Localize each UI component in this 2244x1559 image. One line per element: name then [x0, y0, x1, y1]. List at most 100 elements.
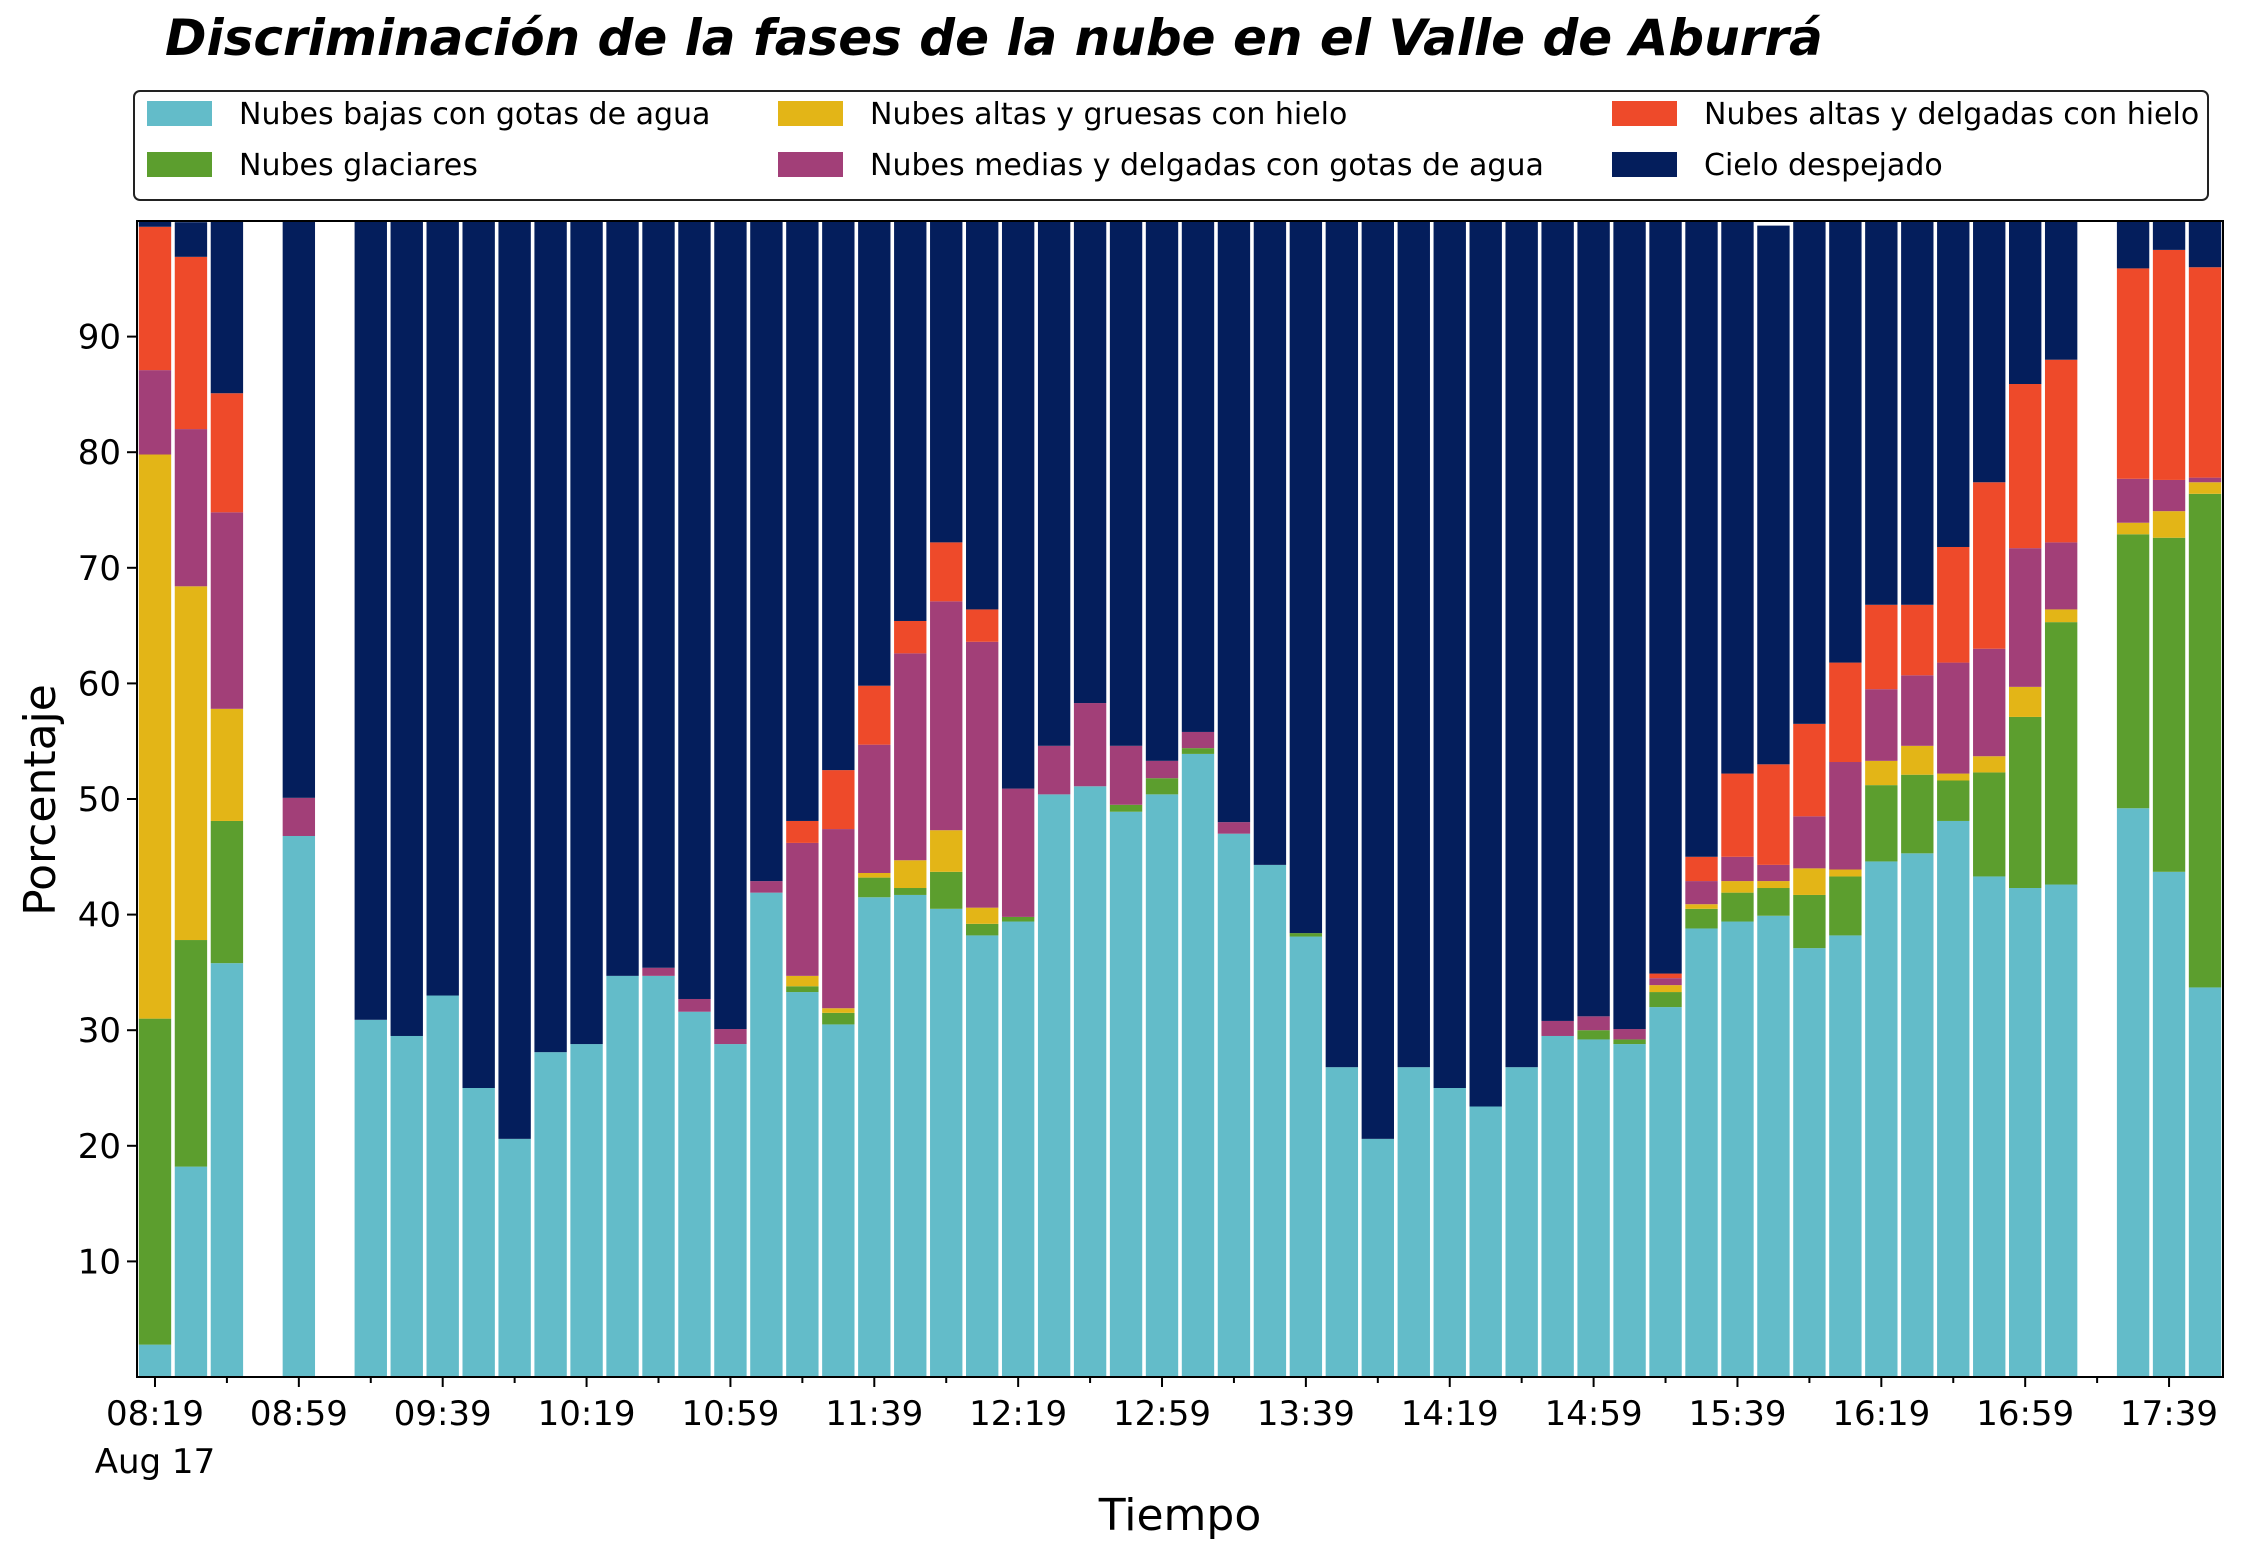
- bar-segment-altas_delgadas-18: [786, 820, 819, 843]
- bar-segment-bajas-39: [1541, 1035, 1574, 1377]
- bar-segment-bajas-24: [1001, 921, 1035, 1377]
- bar-segment-despejado-51: [1973, 221, 2006, 483]
- bar-segment-despejado-43: [1685, 221, 1718, 857]
- bar-segment-bajas-21: [894, 894, 927, 1377]
- bar-segment-altas_delgadas-20: [858, 685, 891, 745]
- x-axis: 08:19 08:59 09:39 10:19 10:59 11:39 12:19 12:59…: [95, 1377, 2218, 1482]
- x-tick-label: 14:19: [1401, 1394, 1499, 1434]
- bar-segment-bajas-48: [1865, 861, 1898, 1377]
- bar-segment-altas_delgadas-48: [1865, 604, 1898, 690]
- bar-segment-despejado-30: [1217, 221, 1251, 823]
- bar-segment-medias_delgadas-14: [642, 967, 675, 976]
- bar-segment-glaciares-40: [1577, 1030, 1610, 1040]
- x-tick-label: 08:19: [106, 1394, 204, 1434]
- x-tick-sublabel: Aug 17: [95, 1442, 215, 1482]
- bar-segment-medias_delgadas-56: [2152, 479, 2186, 512]
- bar-segment-altas_gruesas-44: [1721, 881, 1754, 893]
- bar-segment-glaciares-28: [1145, 778, 1179, 795]
- bar-segment-medias_delgadas-26: [1073, 703, 1107, 787]
- bar-segment-bajas-55: [2116, 808, 2150, 1377]
- bar-segment-altas_gruesas-56: [2152, 511, 2186, 538]
- bar-segment-altas_delgadas-56: [2152, 249, 2186, 480]
- bar-segment-bajas-12: [570, 1044, 603, 1377]
- bar-segment-bajas-15: [678, 1011, 711, 1377]
- bar-segment-bajas-27: [1109, 811, 1143, 1377]
- bar-segment-glaciares-55: [2116, 534, 2150, 809]
- bar-segment-glaciares-18: [786, 986, 819, 993]
- bar-segment-glaciares-46: [1793, 894, 1826, 949]
- bar-segment-altas_gruesas-51: [1973, 756, 2006, 773]
- legend-swatch-altas_gruesas: [778, 101, 843, 126]
- bar-segment-despejado-24: [1001, 221, 1035, 789]
- bar-segment-medias_delgadas-42: [1649, 978, 1682, 986]
- bar-segment-despejado-53: [2044, 221, 2078, 360]
- bar-segment-despejado-15: [678, 221, 711, 999]
- bar-segment-despejado-33: [1325, 221, 1359, 1068]
- bar-segment-despejado-44: [1721, 221, 1754, 774]
- bar-segment-altas_gruesas-43: [1685, 904, 1718, 909]
- bar-segment-despejado-2: [210, 221, 244, 394]
- bar-segment-altas_gruesas-47: [1829, 869, 1862, 877]
- bar-segment-glaciares-42: [1649, 992, 1682, 1008]
- bar-segment-bajas-0: [138, 1344, 172, 1377]
- bar-segment-altas_delgadas-57: [2188, 267, 2222, 478]
- legend-label-glaciares: Nubes glaciares: [239, 148, 478, 183]
- bars-group: [138, 221, 2222, 1377]
- x-tick-label: 11:39: [825, 1394, 923, 1434]
- bar-segment-altas_delgadas-46: [1793, 723, 1826, 817]
- bar-segment-altas_gruesas-52: [2009, 686, 2042, 717]
- bar-segment-medias_delgadas-45: [1757, 864, 1790, 882]
- bar-segment-bajas-49: [1901, 853, 1934, 1377]
- x-tick-label: 17:39: [2120, 1394, 2218, 1434]
- bar-segment-despejado-40: [1577, 221, 1610, 1017]
- bar-segment-altas_gruesas-20: [858, 872, 891, 878]
- bar-segment-bajas-7: [390, 1035, 423, 1377]
- bar-segment-altas_gruesas-49: [1901, 745, 1934, 775]
- bar-segment-altas_gruesas-45: [1757, 881, 1790, 889]
- bar-segment-bajas-40: [1577, 1039, 1610, 1377]
- bar-segment-bajas-19: [822, 1024, 855, 1377]
- bar-segment-medias_delgadas-44: [1721, 856, 1754, 882]
- bar-segment-medias_delgadas-4: [282, 797, 316, 836]
- bar-segment-altas_delgadas-19: [822, 770, 855, 830]
- bar-segment-medias_delgadas-30: [1217, 822, 1251, 834]
- bar-segment-altas_gruesas-42: [1649, 985, 1682, 993]
- legend-frame: [133, 90, 2209, 201]
- bar-segment-altas_delgadas-21: [894, 620, 927, 654]
- bar-segment-altas_delgadas-49: [1901, 604, 1934, 676]
- bar-segment-glaciares-19: [822, 1012, 855, 1025]
- bar-segment-altas_delgadas-0: [138, 226, 172, 371]
- bar-segment-despejado-9: [462, 221, 495, 1088]
- legend-label-altas_gruesas: Nubes altas y gruesas con hielo: [870, 97, 1347, 132]
- bar-segment-despejado-8: [426, 221, 459, 996]
- legend-label-medias_delgadas: Nubes medias y delgadas con gotas de agu…: [870, 148, 1544, 183]
- bar-segment-despejado-17: [750, 221, 783, 882]
- bar-segment-despejado-7: [390, 221, 423, 1036]
- bar-segment-bajas-46: [1793, 948, 1826, 1377]
- bar-segment-despejado-12: [570, 221, 603, 1045]
- bar-segment-glaciares-43: [1685, 908, 1718, 929]
- bar-segment-glaciares-24: [1001, 916, 1035, 922]
- bar-segment-altas_gruesas-21: [894, 860, 927, 889]
- bar-segment-bajas-51: [1973, 876, 2006, 1377]
- bar-segment-medias_delgadas-43: [1685, 881, 1718, 905]
- bar-segment-altas_delgadas-22: [930, 542, 963, 602]
- bar-segment-bajas-1: [174, 1166, 208, 1377]
- bar-segment-glaciares-57: [2188, 493, 2222, 988]
- bar-segment-altas_delgadas-2: [210, 393, 244, 513]
- legend-swatch-despejado: [1612, 152, 1677, 177]
- bar-segment-despejado-49: [1901, 221, 1934, 605]
- bar-segment-despejado-36: [1433, 221, 1466, 1088]
- bar-segment-altas_gruesas-18: [786, 975, 819, 987]
- bar-segment-despejado-11: [534, 221, 567, 1053]
- bar-segment-medias_delgadas-55: [2116, 478, 2150, 523]
- y-tick-label-20: 20: [78, 1127, 121, 1167]
- bar-segment-medias_delgadas-23: [966, 641, 999, 908]
- x-tick-label: 12:19: [969, 1394, 1067, 1434]
- bar-segment-altas_delgadas-42: [1649, 973, 1682, 979]
- bar-segment-altas_delgadas-1: [174, 256, 208, 430]
- bar-segment-altas_delgadas-53: [2044, 359, 2078, 543]
- bar-segment-despejado-28: [1145, 221, 1179, 761]
- bar-segment-despejado-22: [930, 221, 963, 543]
- bar-segment-bajas-32: [1289, 936, 1323, 1377]
